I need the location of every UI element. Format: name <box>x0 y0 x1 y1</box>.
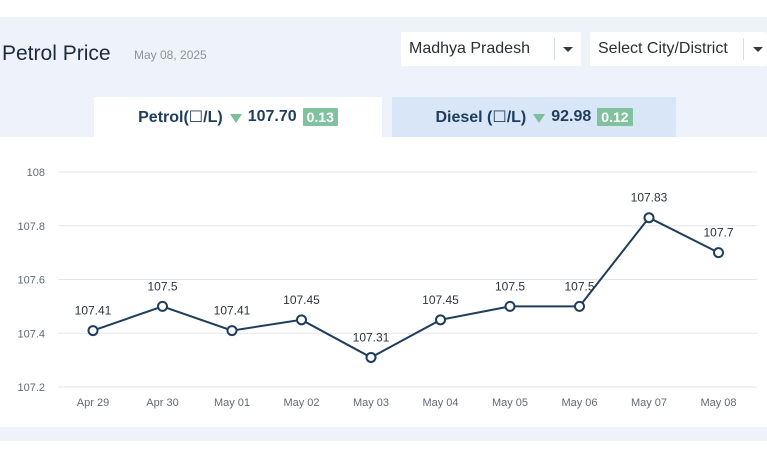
data-label: 107.45 <box>283 293 320 307</box>
data-point <box>365 351 377 363</box>
y-tick-label: 107.2 <box>17 382 45 394</box>
tab-diesel-price: 92.98 <box>551 108 592 125</box>
y-tick-label: 107.6 <box>17 275 45 287</box>
data-label: 107.41 <box>75 304 112 318</box>
tab-petrol[interactable]: Petrol(☐/L) 107.70 0.13 <box>94 97 382 137</box>
data-label: 107.31 <box>353 330 390 344</box>
city-select-placeholder: Select City/District <box>598 40 728 57</box>
city-select[interactable]: Select City/District <box>590 32 767 66</box>
data-point <box>226 325 238 337</box>
y-tick-label: 108 <box>27 167 45 179</box>
data-label: 107.5 <box>147 279 177 293</box>
data-point <box>643 212 655 224</box>
series-line <box>92 216 719 359</box>
data-point <box>504 300 516 312</box>
x-tick-label: May 07 <box>631 397 667 409</box>
state-select[interactable]: Madhya Pradesh <box>401 32 581 66</box>
x-tick-label: Apr 30 <box>146 397 178 409</box>
tab-diesel-label: Diesel (☐/L) <box>435 109 527 126</box>
y-tick-label: 107.8 <box>17 221 45 233</box>
select-divider <box>743 38 744 60</box>
data-label: 107.41 <box>214 304 251 318</box>
chart-container: 108 107.8 107.6 107.4 107.2 Apr 29 Apr 30 May 0… <box>0 137 767 427</box>
down-triangle-icon <box>533 113 546 123</box>
x-tick-label: May 01 <box>214 397 250 409</box>
x-tick-label: May 05 <box>492 397 528 409</box>
data-point <box>435 314 446 326</box>
x-tick-label: May 02 <box>283 397 319 409</box>
chevron-down-icon <box>563 47 573 52</box>
x-tick-label: May 06 <box>561 397 597 409</box>
data-label: 107.45 <box>422 293 459 307</box>
chevron-down-icon <box>753 47 763 52</box>
data-label: 107.5 <box>495 279 525 293</box>
x-tick-label: May 08 <box>700 397 736 409</box>
data-point <box>574 300 585 312</box>
data-point <box>157 300 168 312</box>
down-triangle-icon <box>229 113 242 123</box>
select-divider <box>554 38 555 60</box>
tab-diesel[interactable]: Diesel (☐/L) 92.98 0.12 <box>392 97 676 137</box>
state-select-value: Madhya Pradesh <box>409 40 530 57</box>
x-tick-label: May 03 <box>353 397 389 409</box>
tab-petrol-price: 107.70 <box>247 108 297 125</box>
data-point <box>713 247 724 259</box>
price-line-chart: 108 107.8 107.6 107.4 107.2 Apr 29 Apr 30 May 0… <box>17 167 757 409</box>
page-title: Petrol Price <box>2 42 111 65</box>
data-point <box>87 325 99 337</box>
tab-petrol-change-badge: 0.13 <box>302 108 338 126</box>
data-label: 107.5 <box>564 279 594 293</box>
tab-diesel-change-badge: 0.12 <box>597 108 633 126</box>
data-label: 107.83 <box>631 191 668 205</box>
y-tick-label: 107.4 <box>17 328 45 340</box>
tab-petrol-label: Petrol(☐/L) <box>138 109 223 126</box>
x-tick-label: Apr 29 <box>77 397 109 409</box>
data-label: 107.7 <box>703 226 733 240</box>
x-tick-label: May 04 <box>422 397 458 409</box>
price-date: May 08, 2025 <box>134 48 207 62</box>
data-point <box>296 314 307 326</box>
